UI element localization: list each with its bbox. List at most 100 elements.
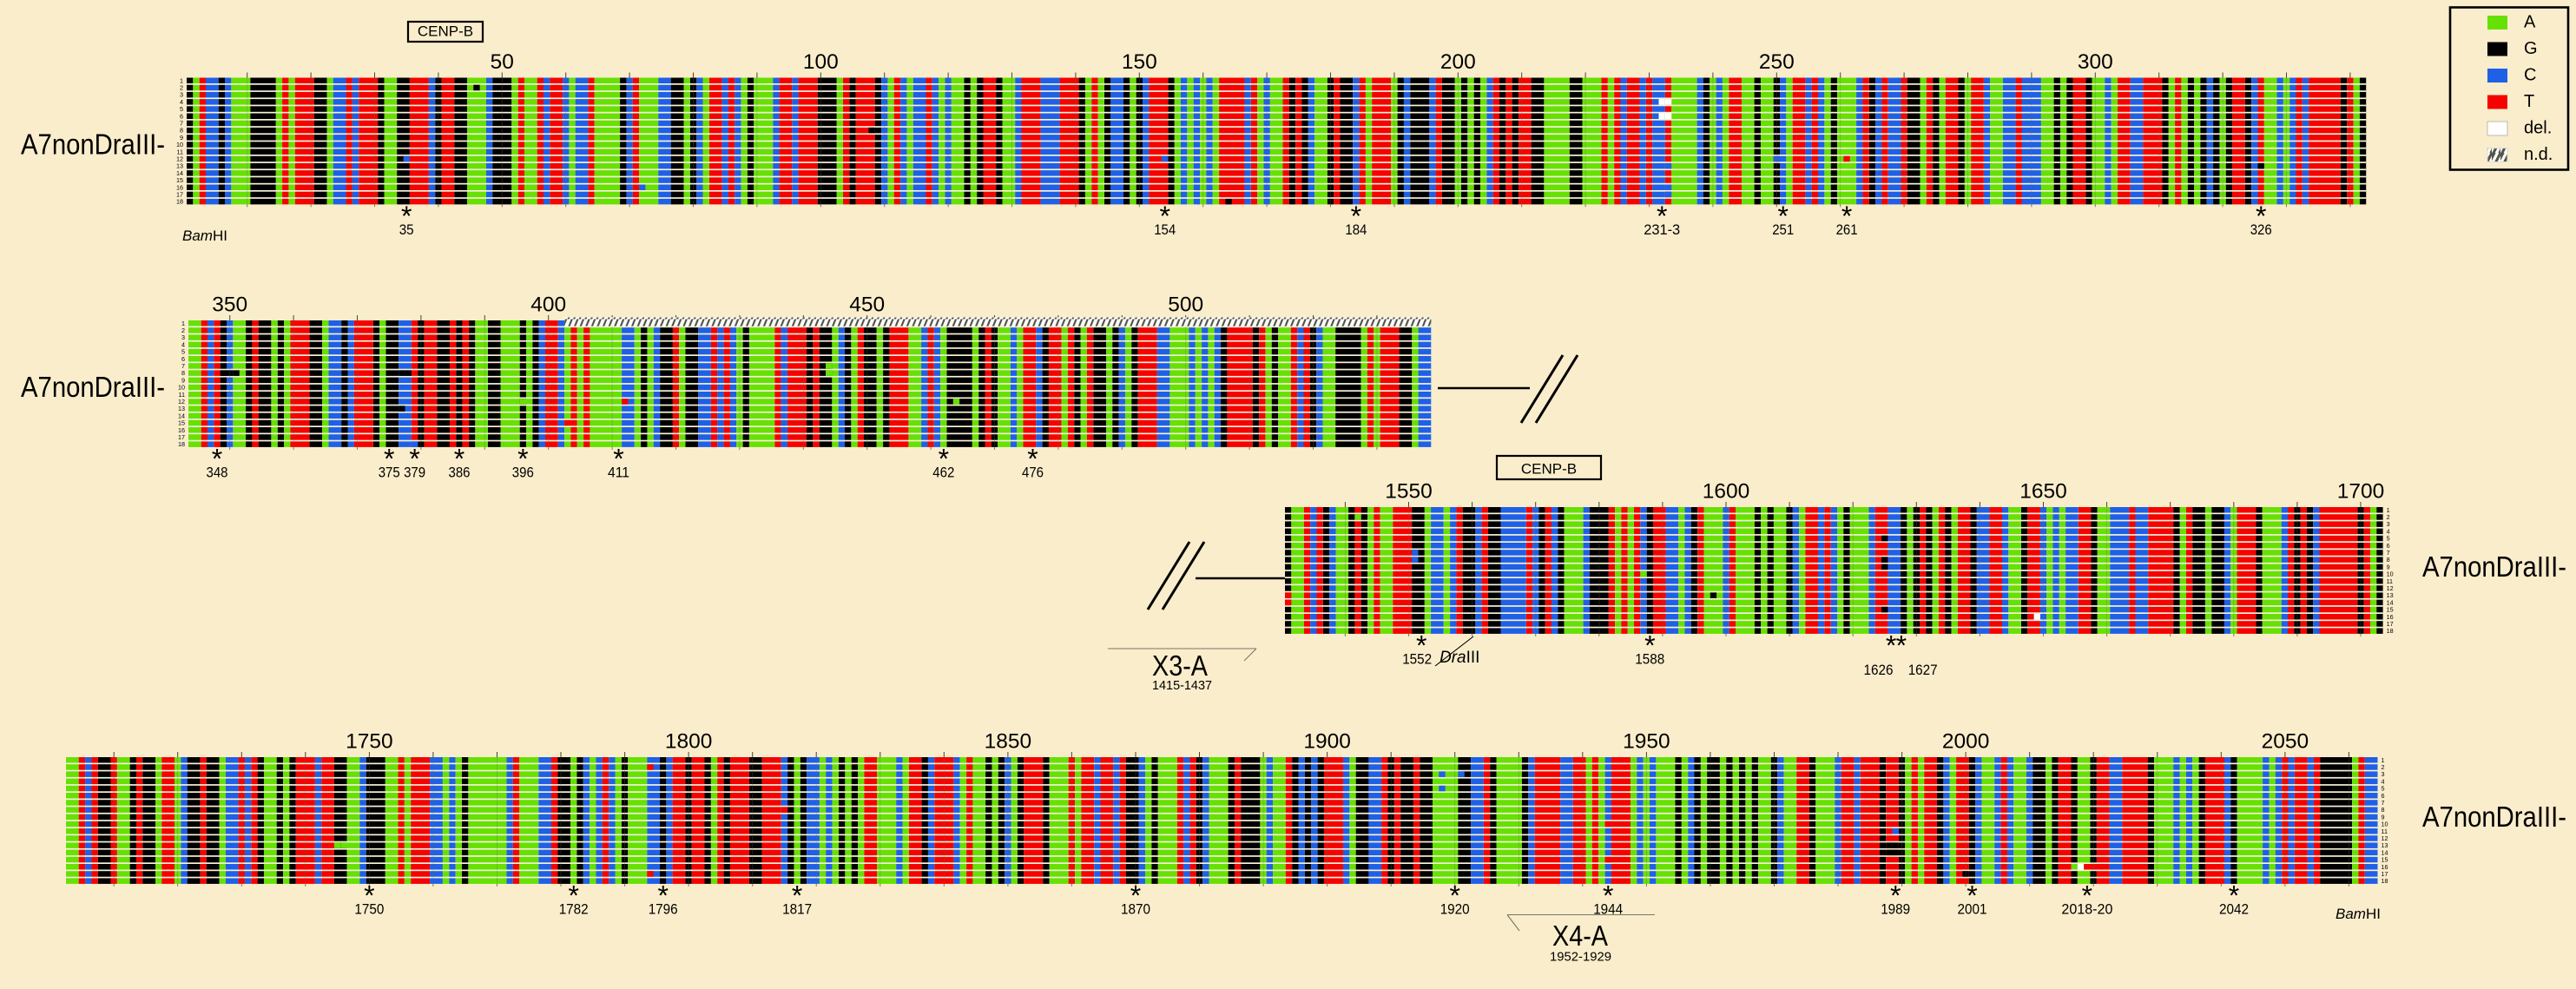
svg-text:*: * <box>1890 880 1901 911</box>
svg-text:250: 250 <box>1759 50 1795 74</box>
svg-text:1: 1 <box>2382 756 2385 764</box>
svg-text:396: 396 <box>512 465 534 480</box>
svg-text:7: 7 <box>2382 799 2385 807</box>
svg-text:A7nonDraIII-: A7nonDraIII- <box>21 128 165 160</box>
svg-text:10: 10 <box>2387 570 2394 578</box>
svg-text:*: * <box>517 443 528 474</box>
svg-text:7: 7 <box>180 120 183 128</box>
svg-text:1: 1 <box>2387 506 2390 514</box>
svg-text:*: * <box>1657 201 1667 232</box>
svg-text:*: * <box>454 443 464 474</box>
svg-text:1: 1 <box>181 320 185 327</box>
svg-text:1700: 1700 <box>2337 480 2385 504</box>
svg-text:11: 11 <box>2387 577 2393 585</box>
svg-text:4: 4 <box>2387 527 2390 535</box>
svg-text:BamHI: BamHI <box>2336 906 2381 922</box>
svg-text:386: 386 <box>449 465 471 480</box>
svg-text:A7nonDraIII-: A7nonDraIII- <box>21 371 165 403</box>
svg-text:G: G <box>2524 39 2538 58</box>
svg-text:12: 12 <box>2387 584 2394 592</box>
svg-text:4: 4 <box>181 340 185 348</box>
svg-text:50: 50 <box>491 50 514 74</box>
svg-text:*: * <box>1886 630 1896 661</box>
svg-text:A7nonDraIII-: A7nonDraIII- <box>2422 801 2566 833</box>
svg-text:5: 5 <box>181 348 185 356</box>
svg-text:9: 9 <box>2387 563 2390 570</box>
svg-text:375: 375 <box>379 465 400 480</box>
svg-text:C: C <box>2524 66 2536 85</box>
svg-text:*: * <box>212 443 222 474</box>
svg-text:2: 2 <box>2382 763 2385 771</box>
svg-text:*: * <box>1449 880 1459 911</box>
svg-text:326: 326 <box>2250 222 2272 238</box>
svg-text:15: 15 <box>178 419 185 427</box>
svg-text:14: 14 <box>2382 848 2388 856</box>
svg-text:14: 14 <box>2387 598 2394 606</box>
svg-text:16: 16 <box>2382 863 2388 871</box>
svg-text:*: * <box>792 880 802 911</box>
svg-text:231-3: 231-3 <box>1644 222 1680 238</box>
svg-text:3: 3 <box>180 91 183 99</box>
svg-text:*: * <box>401 201 412 232</box>
svg-text:462: 462 <box>932 465 954 480</box>
svg-text:1626: 1626 <box>1864 663 1894 678</box>
svg-text:200: 200 <box>1440 50 1476 74</box>
svg-text:*: * <box>2256 201 2266 232</box>
svg-text:13: 13 <box>176 162 183 170</box>
svg-text:*: * <box>364 880 374 911</box>
svg-text:10: 10 <box>178 384 185 392</box>
svg-text:18: 18 <box>178 440 185 448</box>
svg-text:*: * <box>384 443 394 474</box>
svg-text:BamHI: BamHI <box>182 227 227 244</box>
svg-text:*: * <box>1777 201 1788 232</box>
svg-text:2000: 2000 <box>1942 730 1990 754</box>
svg-text:16: 16 <box>2387 613 2394 621</box>
svg-text:*: * <box>2082 880 2092 911</box>
svg-text:1796: 1796 <box>649 901 678 917</box>
svg-text:11: 11 <box>2382 827 2388 835</box>
svg-text:2042: 2042 <box>2219 901 2249 917</box>
svg-text:261: 261 <box>1836 222 1858 238</box>
svg-text:*: * <box>1644 630 1655 661</box>
svg-text:1415-1437: 1415-1437 <box>1152 678 1212 693</box>
svg-text:*: * <box>1130 880 1141 911</box>
svg-text:*: * <box>1351 201 1361 232</box>
svg-text:1: 1 <box>180 76 183 84</box>
svg-text:X3-A: X3-A <box>1152 649 1208 682</box>
svg-text:14: 14 <box>178 412 185 419</box>
svg-text:1900: 1900 <box>1303 730 1351 754</box>
svg-text:CENP-B: CENP-B <box>1521 461 1577 478</box>
svg-text:16: 16 <box>176 183 183 191</box>
svg-text:13: 13 <box>2387 591 2394 599</box>
svg-text:1552: 1552 <box>1402 651 1432 667</box>
svg-text:350: 350 <box>212 293 247 317</box>
svg-text:3: 3 <box>2382 770 2385 778</box>
svg-text:2018-20: 2018-20 <box>2061 901 2112 917</box>
svg-text:*: * <box>1967 880 1977 911</box>
svg-text:10: 10 <box>176 141 183 148</box>
svg-text:2: 2 <box>180 84 183 92</box>
svg-text:251: 251 <box>1772 222 1794 238</box>
svg-text:1782: 1782 <box>559 901 589 917</box>
svg-text:4: 4 <box>2382 777 2385 785</box>
svg-text:15: 15 <box>2387 606 2394 614</box>
svg-text:1627: 1627 <box>1908 663 1938 678</box>
svg-text:500: 500 <box>1168 293 1203 317</box>
svg-text:100: 100 <box>803 50 839 74</box>
svg-text:del.: del. <box>2524 119 2552 138</box>
svg-text:11: 11 <box>179 391 185 399</box>
svg-text:6: 6 <box>2387 542 2390 550</box>
svg-text:150: 150 <box>1122 50 1157 74</box>
svg-text:18: 18 <box>176 198 183 206</box>
svg-text:A7nonDraIII-: A7nonDraIII- <box>2422 551 2566 583</box>
svg-text:*: * <box>1159 201 1169 232</box>
svg-text:18: 18 <box>2387 627 2394 635</box>
svg-text:5: 5 <box>180 105 183 113</box>
svg-text:411: 411 <box>608 465 629 480</box>
svg-text:14: 14 <box>176 169 183 177</box>
svg-text:184: 184 <box>1345 222 1367 238</box>
svg-text:1850: 1850 <box>985 730 1032 754</box>
svg-text:8: 8 <box>2382 806 2385 814</box>
svg-text:1750: 1750 <box>354 901 384 917</box>
svg-text:*: * <box>613 443 623 474</box>
